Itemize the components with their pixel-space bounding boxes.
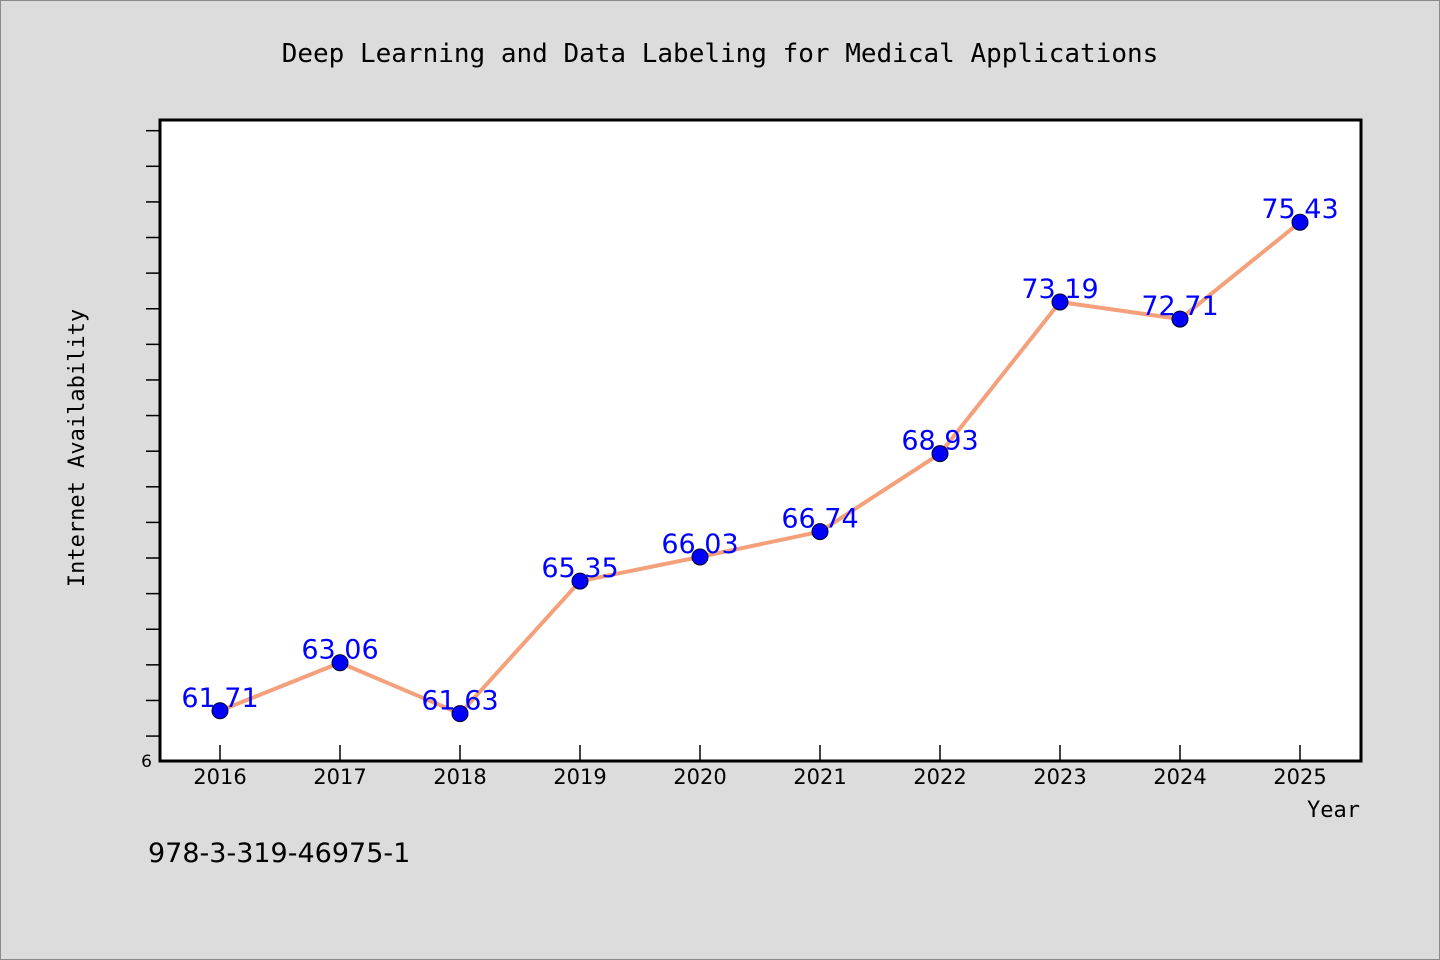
- x-tick-label: 2021: [793, 765, 846, 789]
- series-line: [218, 220, 1302, 716]
- y-tick-label: 6: [141, 752, 152, 772]
- data-label: 68.93: [901, 426, 978, 457]
- data-label: 61.63: [421, 686, 498, 717]
- data-point: [931, 445, 949, 463]
- x-tick-label: 2016: [193, 765, 246, 789]
- data-point: [211, 702, 229, 720]
- data-label: 65.35: [541, 553, 618, 584]
- x-tick-label: 2022: [913, 765, 966, 789]
- data-label: 66.74: [781, 504, 858, 535]
- y-axis-label: Internet Availability: [65, 309, 90, 587]
- plot-area: [158, 118, 1363, 763]
- x-tick-label: 2018: [433, 765, 486, 789]
- data-label: 61.71: [181, 683, 258, 714]
- isbn-text: 978-3-319-46975-1: [148, 838, 410, 869]
- data-label: 75.43: [1261, 194, 1338, 225]
- data-points: [211, 213, 1309, 723]
- data-label: 63.06: [301, 635, 378, 666]
- data-point: [331, 654, 349, 672]
- x-axis-label: Year: [1307, 798, 1360, 823]
- data-point: [1291, 213, 1309, 231]
- data-labels: 61.71 63.06 61.63 65.35 66.03 66.74 68.93 73.19…: [181, 194, 1338, 716]
- x-tick-label: 2017: [313, 765, 366, 789]
- data-point: [691, 548, 709, 566]
- data-point: [571, 572, 589, 590]
- data-point: [1051, 293, 1069, 311]
- data-label: 73.19: [1021, 274, 1098, 305]
- x-tick-label: 2019: [553, 765, 606, 789]
- data-label: 66.03: [661, 529, 738, 560]
- data-point: [1171, 310, 1189, 328]
- data-label: 72.71: [1141, 291, 1218, 322]
- data-point: [811, 523, 829, 541]
- data-point: [451, 705, 469, 723]
- x-tick-label: 2023: [1033, 765, 1086, 789]
- y-axis-ticks: 6: [141, 129, 160, 772]
- x-axis-ticks: 2016 2017 2018 2019 2020 2021 2022 2023 2024 2025: [193, 745, 1327, 789]
- x-tick-label: 2024: [1153, 765, 1206, 789]
- series-line-group: [218, 220, 1302, 716]
- x-tick-label: 2020: [673, 765, 726, 789]
- x-tick-label: 2025: [1273, 765, 1326, 789]
- chart-title: Deep Learning and Data Labeling for Medi…: [282, 39, 1159, 69]
